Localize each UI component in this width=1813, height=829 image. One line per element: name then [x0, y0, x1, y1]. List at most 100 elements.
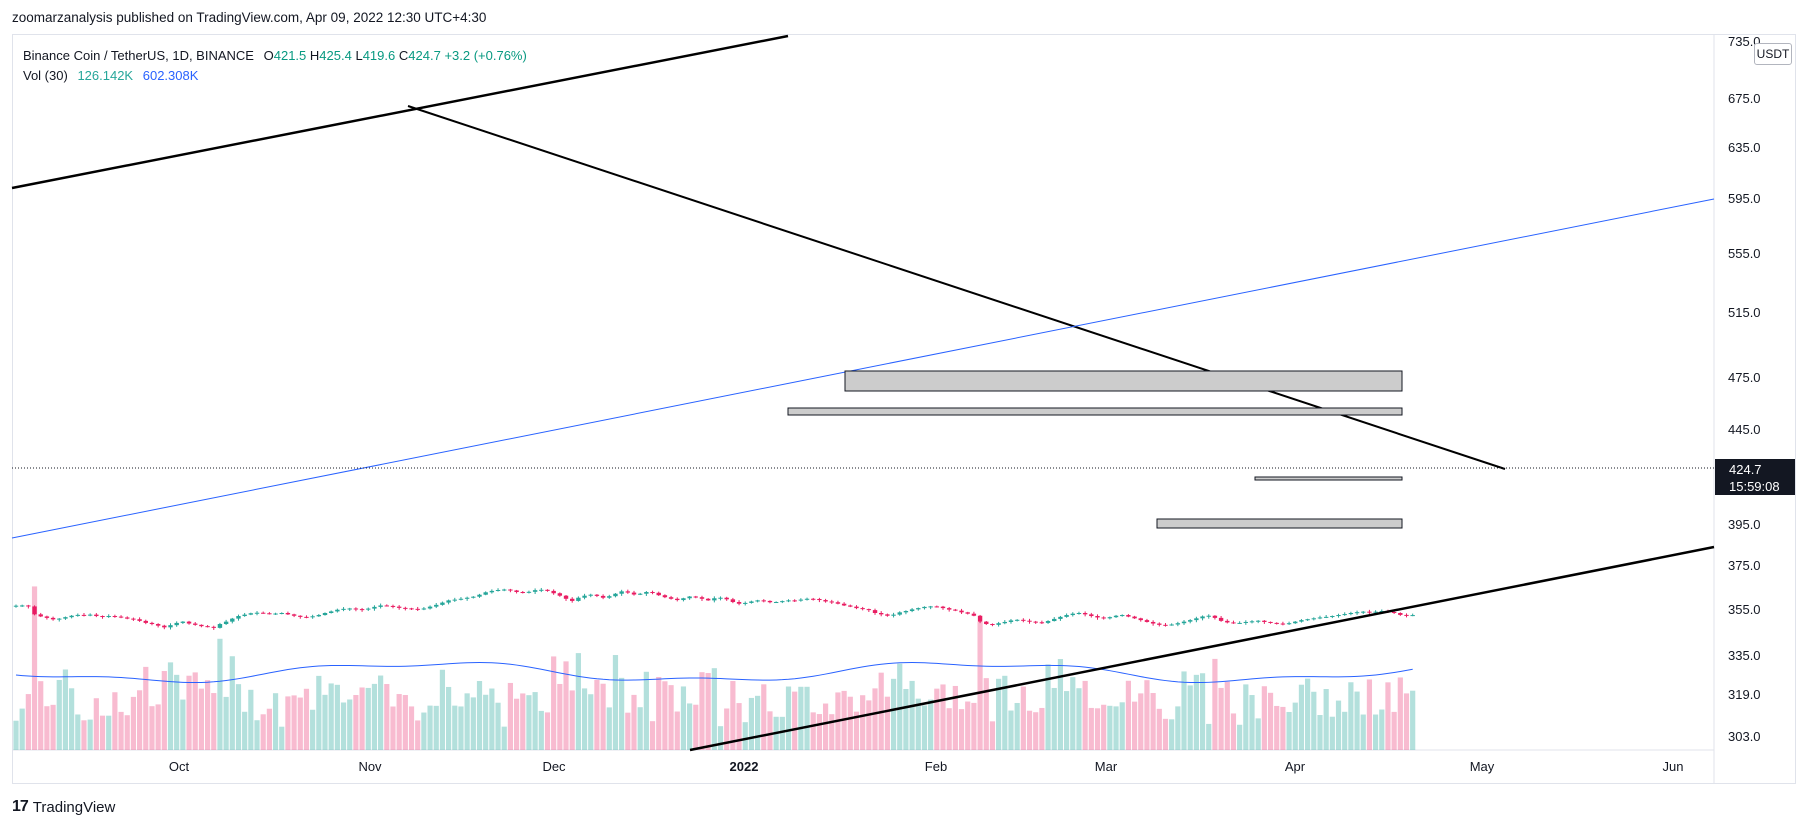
candle-body [792, 600, 797, 602]
candle-body [1280, 623, 1286, 625]
candle-body [63, 617, 68, 619]
candle-body [285, 612, 291, 615]
volume-bar [1274, 705, 1280, 750]
candle-body [409, 608, 414, 610]
volume-bar [13, 720, 19, 750]
volume-bar [1354, 691, 1360, 750]
volume-bar [204, 680, 211, 750]
volume-bar [804, 686, 810, 750]
candle-body [427, 606, 433, 609]
candle-body [174, 622, 179, 626]
volume-bar [779, 716, 785, 750]
candle-body [990, 624, 995, 626]
volume-bar [1212, 658, 1218, 750]
volume-bar [717, 726, 724, 750]
candle-body [835, 602, 841, 604]
candle-body [940, 606, 946, 609]
volume-bar [1397, 677, 1403, 750]
candle-body [477, 594, 482, 597]
volume-bar [439, 669, 446, 750]
volume-bar [983, 678, 989, 750]
volume-bar [248, 689, 254, 750]
candle-body [100, 616, 105, 618]
x-tick-label: May [1470, 759, 1495, 774]
volume-bar [538, 710, 544, 750]
volume-bar [279, 726, 285, 750]
volume-bar [371, 683, 378, 750]
candle-body [811, 598, 816, 600]
candle-body [230, 618, 235, 622]
volume-bar [87, 719, 93, 750]
volume-bar [161, 671, 167, 750]
candle-body [1367, 611, 1372, 613]
candle-body [81, 614, 87, 616]
volume-bar [551, 656, 557, 750]
candle-body [668, 597, 674, 599]
volume-bar [581, 688, 588, 750]
candle-body [26, 605, 31, 607]
volume-bar [1373, 714, 1379, 750]
volume-bar [93, 698, 99, 750]
candle-body [1138, 618, 1143, 621]
candle-body [1150, 621, 1156, 624]
candle-body [1039, 622, 1045, 624]
candle-body [1225, 620, 1230, 623]
volume-bar [909, 680, 915, 750]
volume-bar [619, 677, 625, 750]
volume-bar [19, 708, 25, 750]
candle-body [1089, 614, 1094, 617]
candle-body [1120, 615, 1125, 617]
volume-bar [1298, 684, 1305, 750]
candle-body [328, 611, 334, 613]
volume-bar [1125, 680, 1131, 750]
candle-body [440, 602, 445, 605]
candle-body [804, 598, 810, 600]
candle-body [1379, 611, 1384, 613]
volume-bar [365, 687, 371, 750]
volume-bar [569, 690, 575, 750]
volume-bar [971, 702, 977, 750]
candle-body [656, 592, 661, 596]
candle-body [545, 589, 550, 591]
candle-body [69, 615, 74, 618]
candle-body [1033, 621, 1038, 623]
volume-bar [1237, 724, 1243, 750]
volume-bar [458, 706, 464, 750]
volume-bar [291, 695, 297, 750]
volume-label[interactable]: Vol (30) [23, 68, 68, 83]
y-tick-label: 303.0 [1728, 729, 1761, 744]
y-tick-label: 475.0 [1728, 370, 1761, 385]
volume-bar [1360, 714, 1366, 750]
x-tick-label: Feb [925, 759, 947, 774]
volume-bar [1070, 677, 1076, 750]
candle-body [242, 614, 247, 617]
candle-body [600, 595, 606, 598]
candle-body [798, 599, 804, 601]
volume-bar [149, 706, 155, 750]
volume-bar [167, 662, 174, 750]
currency-label[interactable]: USDT [1754, 43, 1792, 65]
volume-bar [1206, 723, 1212, 750]
candle-body [502, 589, 507, 591]
volume-bar [785, 686, 792, 750]
volume-bar [322, 694, 328, 750]
volume-bar [328, 683, 334, 750]
symbol-name[interactable]: Binance Coin / TetherUS, 1D, BINANCE [23, 48, 254, 63]
candle-body [1361, 611, 1366, 613]
candle-body [248, 613, 254, 615]
volume-bar [1181, 671, 1187, 750]
volume-bar [1379, 709, 1385, 750]
candle-body [1200, 616, 1205, 619]
volume-bar [1057, 659, 1064, 750]
footer-branding[interactable]: 17 TradingView [12, 798, 115, 816]
candle-body [322, 612, 328, 616]
candle-body [520, 592, 525, 594]
volume-bar [996, 678, 1002, 750]
volume-bar [965, 701, 971, 750]
bar-countdown: 15:59:08 [1729, 479, 1780, 494]
candle-body [298, 615, 303, 617]
candle-body [310, 616, 315, 618]
volume-bar [680, 686, 687, 750]
volume-bar [575, 653, 581, 750]
